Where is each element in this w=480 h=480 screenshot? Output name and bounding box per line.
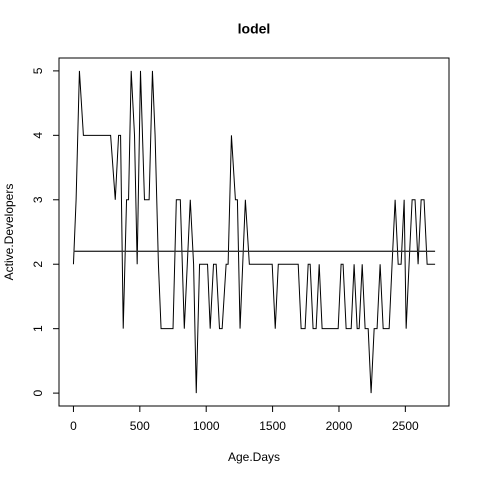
y-tick-label: 0 bbox=[31, 389, 45, 396]
y-tick-label: 3 bbox=[31, 196, 45, 203]
plot-frame bbox=[58, 57, 450, 407]
y-tick-label: 5 bbox=[31, 67, 45, 74]
y-axis-label: Active.Developers bbox=[2, 184, 16, 281]
x-tick-label: 500 bbox=[130, 419, 150, 433]
data-line bbox=[72, 70, 436, 394]
y-tick-label: 2 bbox=[31, 261, 45, 268]
x-tick-label: 2500 bbox=[392, 419, 419, 433]
x-tick-label: 0 bbox=[70, 419, 77, 433]
chart-title: lodel bbox=[238, 21, 271, 37]
y-tick-label: 1 bbox=[31, 325, 45, 332]
y-tick-label: 4 bbox=[31, 132, 45, 139]
x-tick-label: 2000 bbox=[326, 419, 353, 433]
x-axis-label: Age.Days bbox=[228, 450, 280, 464]
x-tick-label: 1000 bbox=[193, 419, 220, 433]
x-tick-label: 1500 bbox=[259, 419, 286, 433]
